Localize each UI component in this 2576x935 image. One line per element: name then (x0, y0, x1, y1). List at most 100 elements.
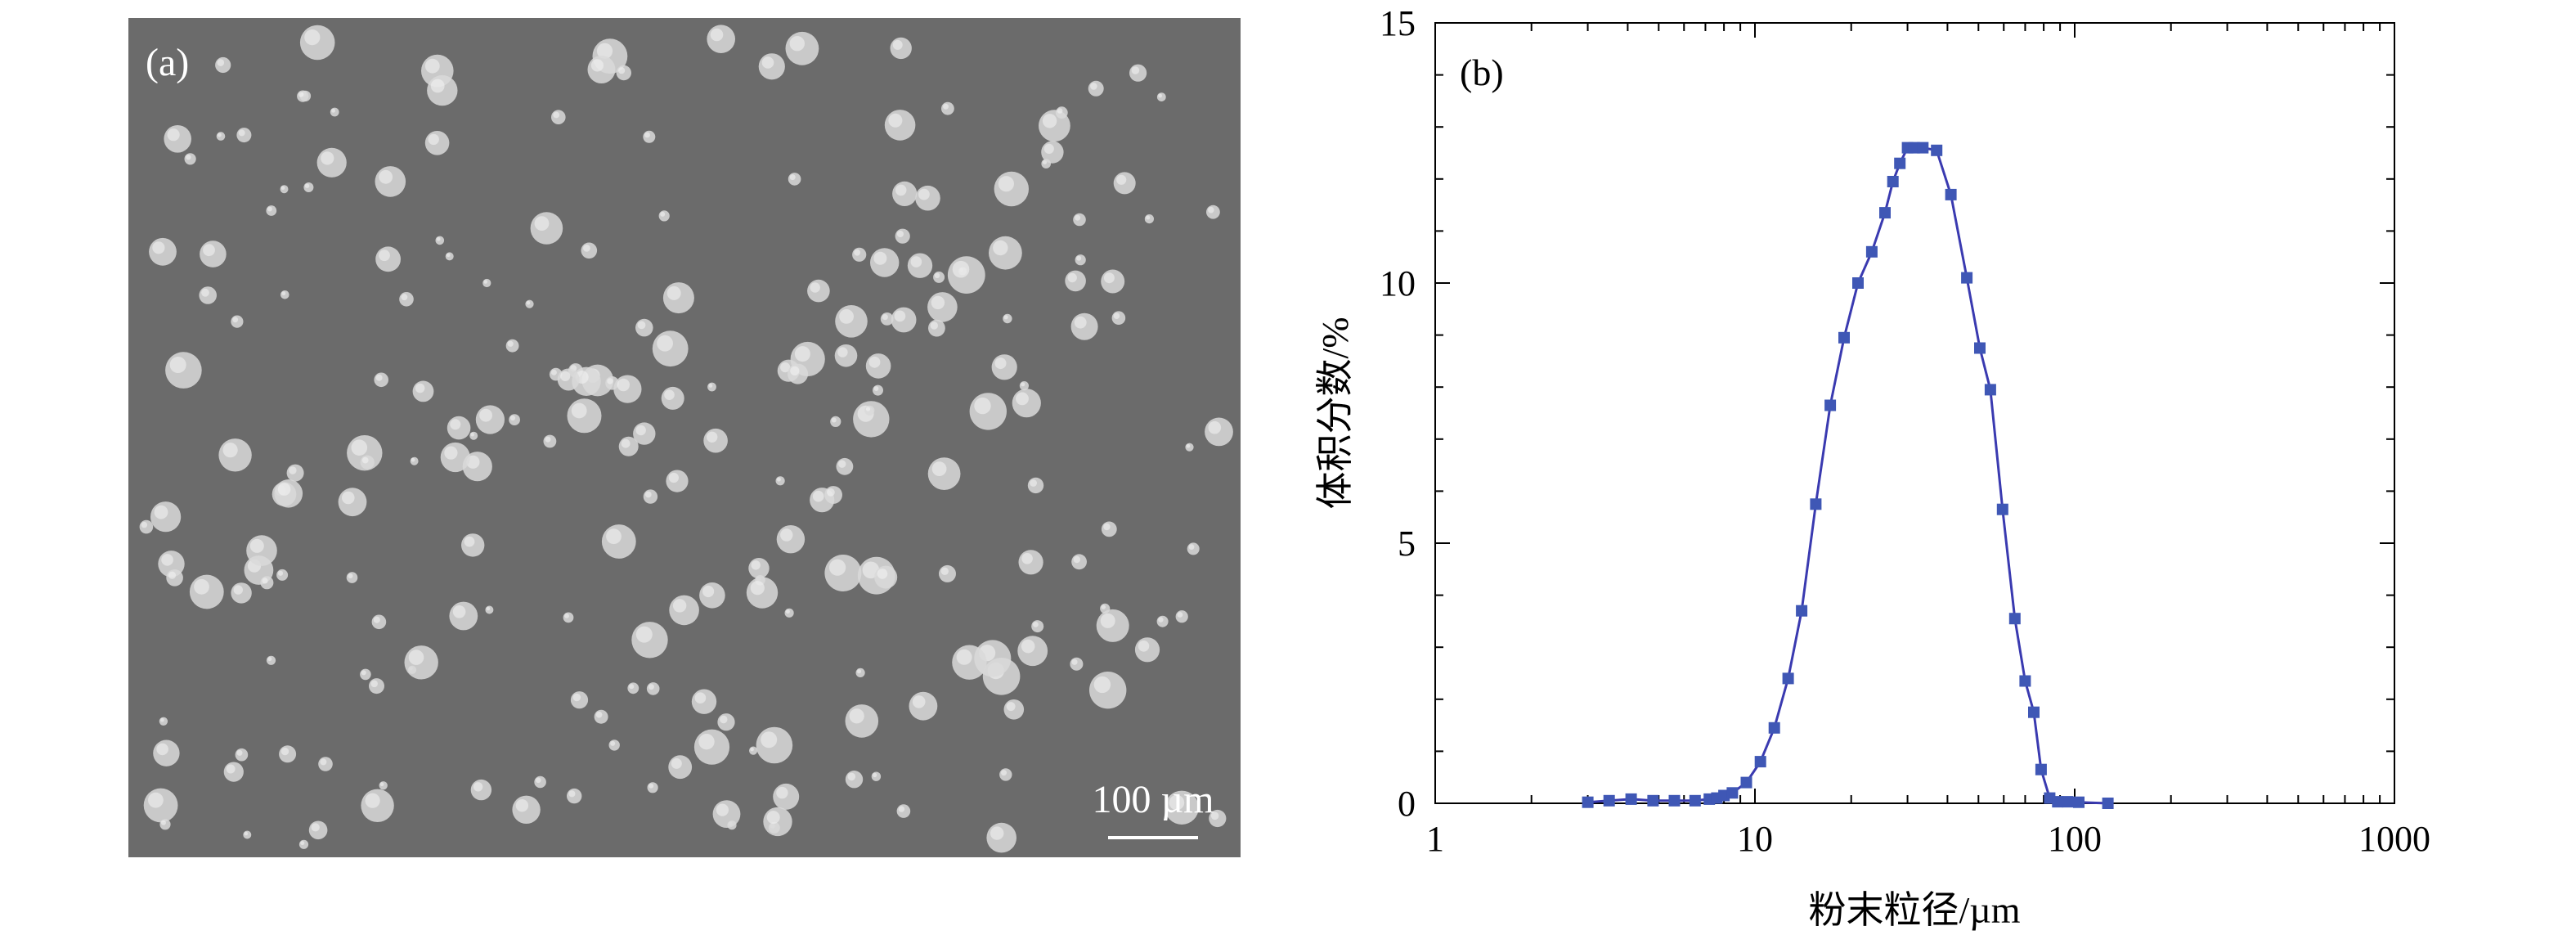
particle-highlight (671, 757, 682, 769)
particle-highlight (1116, 174, 1127, 185)
y-tick-label: 15 (1380, 3, 1416, 43)
particle-highlight (411, 457, 415, 462)
particle-highlight (470, 432, 474, 437)
y-tick-label: 5 (1398, 524, 1416, 564)
particle-highlight (444, 446, 458, 460)
particle-highlight (560, 371, 571, 381)
particle-highlight (436, 236, 441, 241)
particle-highlight (898, 806, 905, 812)
particle-highlight (568, 790, 576, 798)
particle-highlight (267, 206, 272, 212)
particle-highlight (882, 314, 888, 321)
particle-highlight (154, 505, 168, 519)
data-point-marker (1917, 142, 1929, 154)
particle-highlight (1101, 605, 1106, 609)
particle-highlight (1016, 392, 1029, 406)
data-point-marker (1865, 245, 1878, 258)
distribution-line (1587, 146, 2108, 805)
particle-highlight (218, 133, 222, 137)
x-axis-ticks: 1 10 100 1000 (1426, 23, 2430, 859)
particle-highlight (473, 782, 483, 792)
particle-highlight (424, 58, 440, 74)
particle-highlight (595, 711, 603, 718)
particle-highlight (1188, 544, 1195, 550)
particle-highlight (789, 174, 796, 181)
particle-highlight (233, 585, 243, 595)
particle-highlight (710, 28, 724, 42)
particle-highlight (244, 831, 249, 836)
particle-highlight (854, 249, 860, 256)
data-point-marker (2028, 706, 2040, 718)
particle-highlight (812, 490, 824, 502)
particle-highlight (894, 310, 906, 322)
particle-highlight (590, 59, 604, 72)
particle-highlight (716, 803, 729, 816)
particle-highlight (379, 249, 390, 262)
particle-highlight (838, 460, 846, 468)
particle-highlight (1003, 315, 1008, 320)
particle-highlight (708, 384, 713, 388)
particle-highlight (348, 573, 353, 578)
particle-highlight (720, 715, 728, 724)
particle-highlight (790, 366, 800, 375)
particle-highlight (621, 438, 631, 448)
particle-highlight (194, 578, 209, 595)
data-point-marker (1689, 794, 1701, 807)
particle-highlight (232, 317, 239, 323)
particle-highlight (668, 472, 680, 483)
particle-highlight (1100, 613, 1115, 628)
particle-highlight (217, 59, 225, 66)
particle-highlight (483, 280, 488, 284)
particle-highlight (940, 567, 949, 575)
data-point-marker (1838, 331, 1850, 344)
particle-highlight (892, 39, 903, 50)
particle-highlight (1073, 555, 1081, 564)
particle-highlight (446, 253, 451, 258)
particle-highlight (267, 657, 272, 662)
particle-highlight (698, 734, 715, 750)
particle-highlight (201, 288, 209, 297)
data-point-marker (1879, 207, 1891, 219)
particle-highlight (780, 362, 791, 373)
particle-highlight (810, 282, 820, 293)
particle-highlight (281, 291, 286, 296)
particle-highlight (952, 260, 970, 278)
data-point-marker (1796, 605, 1808, 617)
particle-highlight (1021, 639, 1035, 654)
particle-highlight (1033, 622, 1039, 627)
particle-highlight (865, 407, 871, 411)
particle-highlight (277, 570, 284, 576)
particle-highlight (831, 417, 837, 423)
data-point-marker (1668, 794, 1681, 807)
particle-highlight (993, 240, 1008, 256)
particle-highlight (702, 585, 715, 598)
particle-highlight (1075, 214, 1081, 221)
particle-highlight (930, 321, 939, 330)
data-point-marker (1603, 794, 1615, 807)
particle-highlight (515, 799, 529, 812)
particle-highlight (761, 56, 774, 69)
data-point-marker (1625, 793, 1637, 805)
particle-highlight (998, 176, 1014, 192)
x-tick-label: 100 (2048, 819, 2102, 859)
data-point-marker (2062, 796, 2074, 808)
data-point-marker (1974, 342, 1986, 354)
particle-highlight (321, 151, 334, 165)
particle-highlight (304, 183, 310, 188)
particle-highlight (868, 356, 881, 368)
particle-highlight (637, 321, 646, 330)
particle-highlight (829, 559, 846, 576)
data-point-marker (1852, 277, 1864, 289)
particle-highlight (873, 251, 887, 265)
data-point-marker (1961, 272, 1973, 284)
particle-highlight (373, 616, 380, 623)
particle-highlight (761, 731, 778, 748)
particle-highlight (918, 188, 930, 200)
particle-highlight (160, 717, 164, 722)
particle-highlight (148, 792, 164, 808)
particle-highlight (564, 614, 569, 618)
particle-highlight (452, 605, 466, 618)
particle-highlight (415, 383, 425, 393)
data-point-marker (2052, 796, 2064, 808)
particle-highlight (168, 571, 177, 579)
